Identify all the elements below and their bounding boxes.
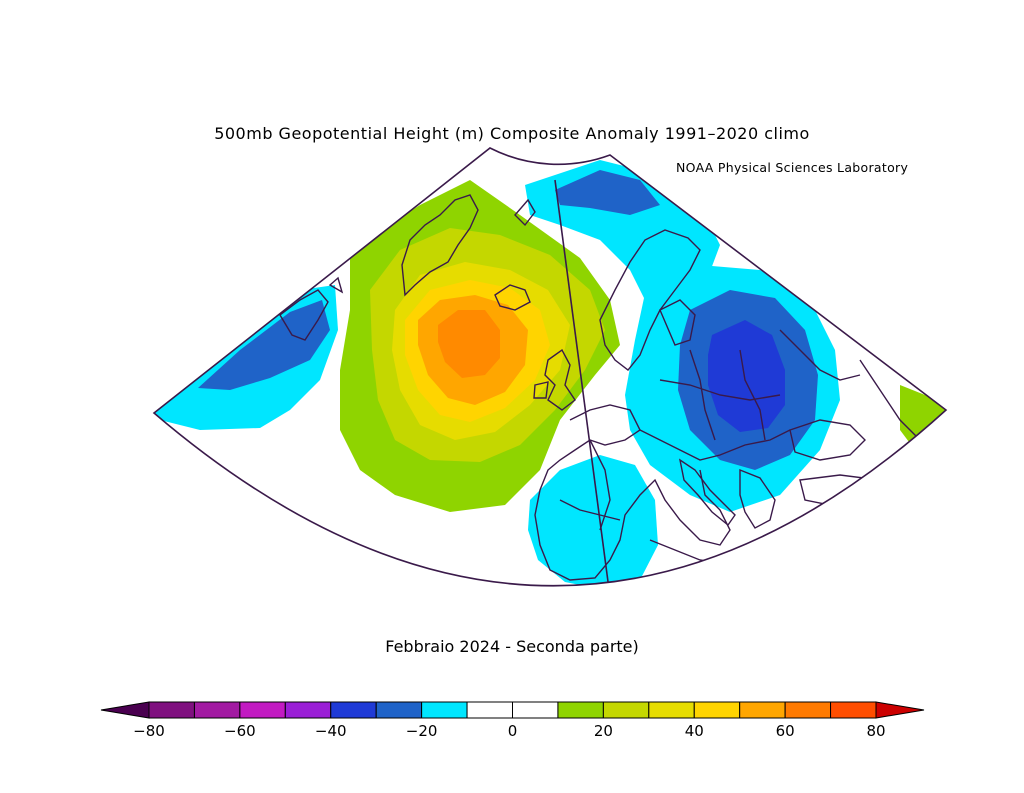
colorbar-segment (193, 701, 241, 719)
colorbar-segment (148, 701, 195, 719)
colorbar-tick-label: 60 (776, 722, 795, 740)
anomaly-region-europe-darkblue (708, 320, 785, 432)
colorbar-segment (557, 701, 604, 719)
meridian-line (554, 179, 613, 586)
map-subtitle: Febbraio 2024 - Seconda parte) (385, 637, 639, 656)
anomaly-region-iberia-cyan (528, 455, 658, 586)
colorbar-under-arrow (100, 701, 150, 719)
anomaly-fill-layer (154, 160, 946, 610)
colorbar-segment (648, 701, 695, 719)
credit-label: NOAA Physical Sciences Laboratory (676, 160, 909, 175)
colorbar-segment (239, 701, 286, 719)
map-title: 500mb Geopotential Height (m) Composite … (214, 124, 810, 143)
colorbar-segment (739, 701, 786, 719)
coastline-layer (279, 194, 921, 581)
anomaly-region-darkorange (438, 310, 500, 378)
colorbar-over-arrow (875, 701, 925, 719)
colorbar-segment (421, 701, 468, 719)
colorbar-segment (466, 701, 513, 719)
colorbar-tick-label: −20 (406, 722, 438, 740)
map-boundary (152, 147, 948, 587)
colorbar-segment (602, 701, 650, 719)
colorbar-tick-label: −60 (224, 722, 256, 740)
colorbar-segment (512, 701, 559, 719)
anomaly-region-north-blue (555, 170, 660, 215)
colorbar-tick-label: 40 (685, 722, 704, 740)
colorbar-tick-label: −40 (315, 722, 347, 740)
colorbar-tick-label: 0 (508, 722, 518, 740)
colorbar-segment (693, 701, 741, 719)
colorbar-segment (284, 701, 332, 719)
anomaly-region-south-cyan (430, 592, 490, 610)
colorbar-segment (784, 701, 832, 719)
colorbar-segment (330, 701, 377, 719)
colorbar-segment (830, 701, 877, 719)
colorbar-tick-label: 80 (866, 722, 885, 740)
anomaly-map (152, 147, 948, 610)
colorbar: −80 −60 −40 −20 0 20 40 60 80 (100, 701, 925, 740)
anomaly-region-west-blue (198, 300, 330, 390)
colorbar-segment (375, 701, 423, 719)
colorbar-tick-label: 20 (594, 722, 613, 740)
colorbar-tick-label: −80 (133, 722, 165, 740)
